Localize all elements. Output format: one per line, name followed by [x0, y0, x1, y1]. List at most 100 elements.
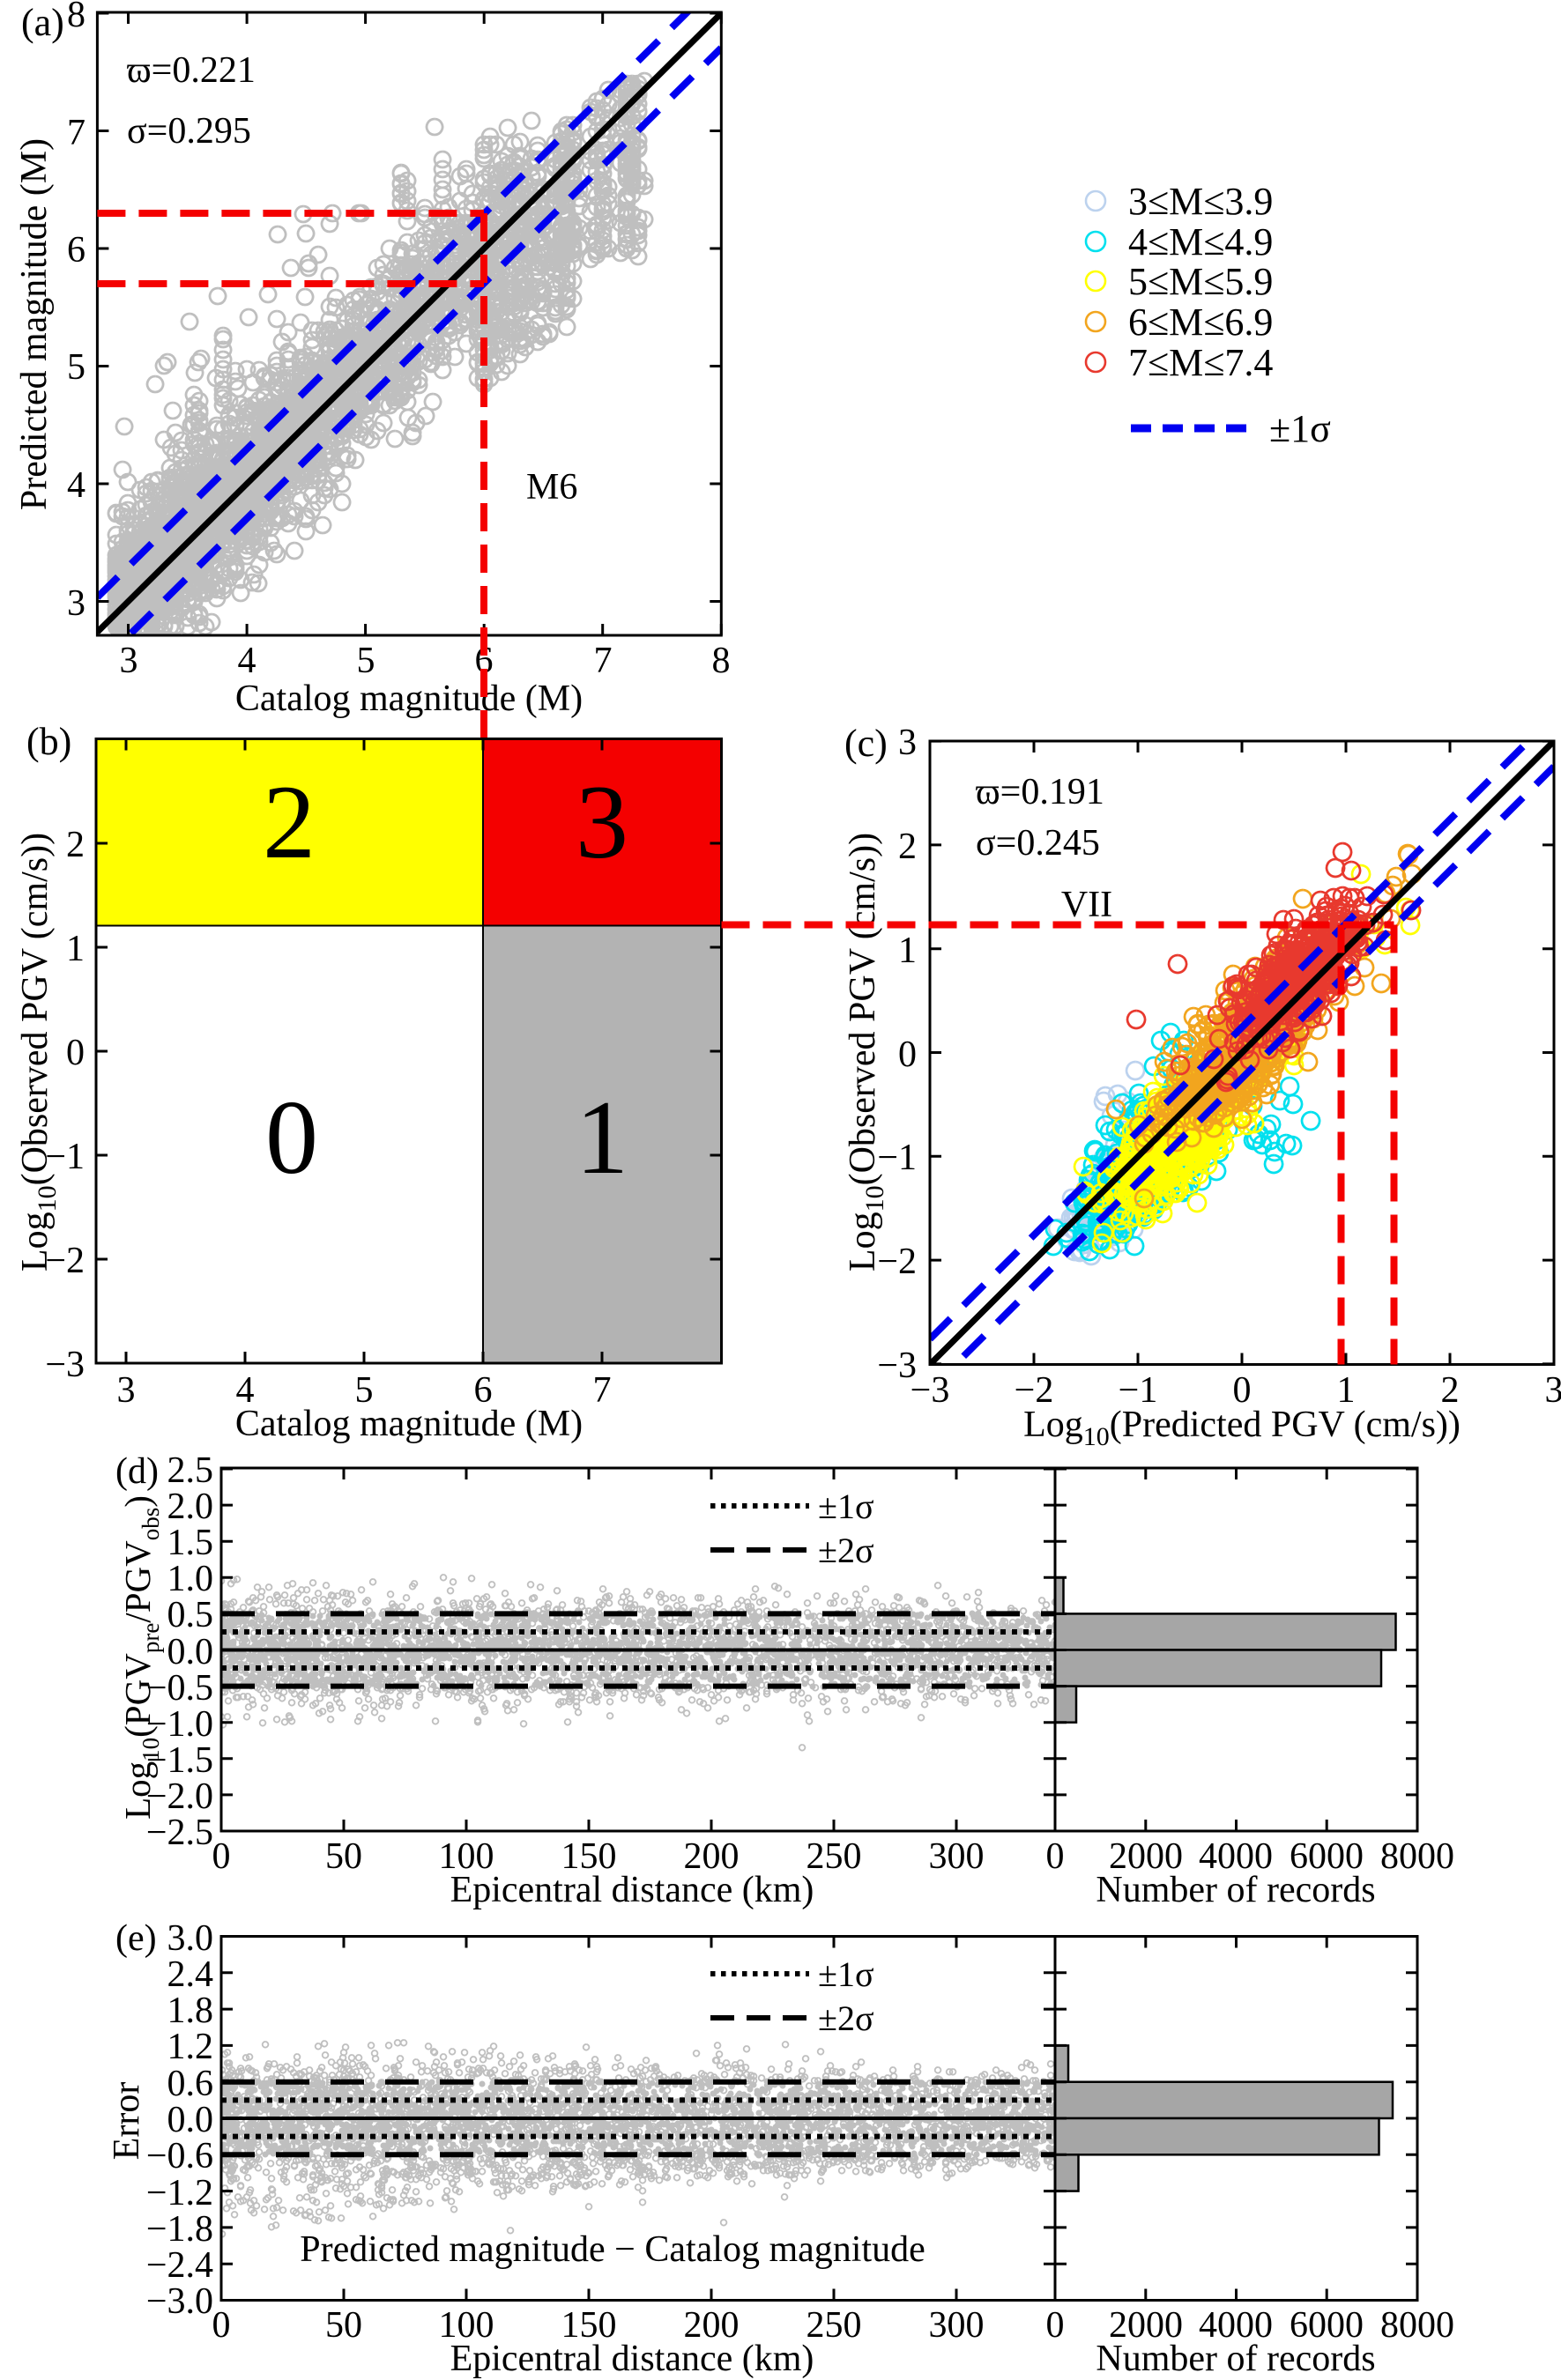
svg-text:1.0: 1.0	[167, 1559, 214, 1599]
svg-text:±1σ: ±1σ	[818, 1954, 874, 1994]
svg-text:4: 4	[67, 465, 85, 506]
svg-text:1: 1	[898, 930, 917, 971]
svg-text:Number of records: Number of records	[1096, 2339, 1375, 2379]
svg-text:Epicentral distance (km): Epicentral distance (km)	[450, 2339, 814, 2379]
svg-text:−1.2: −1.2	[146, 2173, 213, 2213]
svg-text:7: 7	[593, 1370, 612, 1411]
svg-text:2: 2	[898, 827, 917, 867]
svg-text:150: 150	[561, 2305, 617, 2346]
svg-text:2000: 2000	[1109, 2305, 1183, 2346]
svg-text:5≤M≤5.9: 5≤M≤5.9	[1128, 260, 1273, 303]
svg-text:σ=0.295: σ=0.295	[127, 111, 251, 152]
svg-text:1.5: 1.5	[167, 1523, 214, 1563]
svg-text:(a): (a)	[21, 1, 64, 44]
svg-text:0.0: 0.0	[167, 1632, 214, 1672]
svg-text:0.5: 0.5	[167, 1595, 214, 1635]
svg-text:−2.4: −2.4	[146, 2245, 213, 2286]
svg-text:250: 250	[807, 2305, 862, 2346]
svg-text:4: 4	[238, 641, 256, 681]
svg-text:−1.5: −1.5	[146, 1740, 213, 1781]
svg-text:−3.0: −3.0	[146, 2281, 213, 2322]
svg-text:3: 3	[898, 723, 917, 763]
svg-text:−1.8: −1.8	[146, 2209, 213, 2250]
svg-text:2.5: 2.5	[167, 1450, 214, 1491]
svg-text:−2: −2	[45, 1241, 85, 1281]
svg-text:−0.6: −0.6	[146, 2136, 213, 2176]
svg-text:−0.5: −0.5	[146, 1668, 213, 1709]
svg-text:1: 1	[66, 929, 85, 969]
svg-text:±1σ: ±1σ	[1269, 407, 1331, 450]
svg-text:(c): (c)	[844, 722, 888, 765]
svg-text:150: 150	[561, 1836, 617, 1877]
svg-text:300: 300	[929, 1836, 985, 1877]
svg-text:2.4: 2.4	[167, 1954, 214, 1995]
svg-text:0: 0	[1233, 1370, 1252, 1411]
svg-text:3.0: 3.0	[167, 1918, 214, 1959]
svg-text:−2.5: −2.5	[146, 1813, 213, 1853]
svg-text:100: 100	[439, 2305, 494, 2346]
svg-text:8: 8	[67, 0, 85, 35]
svg-text:0: 0	[1046, 2305, 1065, 2346]
svg-text:−3: −3	[45, 1345, 85, 1385]
svg-text:3: 3	[1545, 1370, 1561, 1411]
svg-text:Catalog magnitude (M): Catalog magnitude (M)	[235, 678, 583, 719]
svg-text:8000: 8000	[1380, 2305, 1454, 2346]
svg-text:50: 50	[325, 1836, 362, 1877]
svg-text:−2: −2	[1015, 1370, 1054, 1411]
svg-text:−2.0: −2.0	[146, 1776, 213, 1817]
svg-text:4≤M≤4.9: 4≤M≤4.9	[1128, 220, 1273, 263]
svg-text:(b): (b)	[26, 720, 71, 763]
svg-text:0: 0	[265, 1079, 318, 1196]
svg-text:4: 4	[236, 1370, 255, 1411]
svg-text:0.6: 0.6	[167, 2064, 214, 2104]
svg-text:5: 5	[357, 641, 375, 681]
svg-text:Error: Error	[107, 2082, 147, 2161]
svg-text:(e): (e)	[115, 1918, 157, 1959]
svg-text:Log10(Observed PGV (cm/s)): Log10(Observed PGV (cm/s))	[843, 833, 889, 1272]
svg-text:0.0: 0.0	[167, 2100, 214, 2140]
svg-text:6: 6	[475, 641, 494, 681]
svg-text:7: 7	[594, 641, 613, 681]
svg-text:100: 100	[439, 1836, 494, 1877]
svg-text:2: 2	[263, 763, 316, 880]
svg-text:−1.0: −1.0	[146, 1704, 213, 1745]
svg-text:0: 0	[66, 1033, 85, 1073]
svg-text:2: 2	[1441, 1370, 1460, 1411]
svg-text:2000: 2000	[1109, 1836, 1183, 1877]
svg-text:6: 6	[474, 1370, 493, 1411]
svg-text:300: 300	[929, 2305, 985, 2346]
svg-text:Log10(PGVpre/PGVobs): Log10(PGVpre/PGVobs)	[117, 1495, 164, 1820]
svg-text:VII: VII	[1061, 885, 1112, 925]
svg-text:−1: −1	[1119, 1370, 1158, 1411]
svg-text:Log10(Predicted PGV (cm/s)): Log10(Predicted PGV (cm/s))	[1023, 1405, 1461, 1451]
svg-text:M6: M6	[526, 467, 577, 508]
svg-text:−1: −1	[877, 1138, 917, 1178]
svg-text:Number of records: Number of records	[1096, 1870, 1375, 1910]
svg-text:2: 2	[66, 825, 85, 865]
svg-text:4000: 4000	[1199, 2305, 1273, 2346]
svg-text:σ=0.245: σ=0.245	[976, 823, 1100, 864]
svg-text:Epicentral distance (km): Epicentral distance (km)	[450, 1870, 814, 1910]
svg-text:200: 200	[684, 1836, 740, 1877]
svg-text:−2: −2	[877, 1242, 917, 1282]
svg-text:3: 3	[576, 763, 628, 880]
svg-text:±2σ: ±2σ	[818, 1531, 874, 1570]
svg-text:6000: 6000	[1290, 1836, 1364, 1877]
svg-text:6≤M≤6.9: 6≤M≤6.9	[1128, 300, 1273, 344]
svg-text:250: 250	[807, 1836, 862, 1877]
svg-text:8000: 8000	[1380, 1836, 1454, 1877]
svg-text:1.8: 1.8	[167, 1991, 214, 2031]
svg-text:7≤M≤7.4: 7≤M≤7.4	[1128, 341, 1273, 384]
svg-text:200: 200	[684, 2305, 740, 2346]
svg-text:±2σ: ±2σ	[818, 1998, 874, 2038]
svg-text:(d): (d)	[115, 1451, 159, 1492]
svg-text:−3: −3	[877, 1346, 917, 1386]
svg-text:6: 6	[67, 230, 85, 271]
svg-text:3: 3	[117, 1370, 136, 1411]
svg-text:4000: 4000	[1199, 1836, 1273, 1877]
svg-text:Log10(Observed PGV (cm/s)): Log10(Observed PGV (cm/s))	[15, 833, 62, 1272]
svg-text:50: 50	[325, 2305, 362, 2346]
svg-text:5: 5	[355, 1370, 374, 1411]
svg-text:2.0: 2.0	[167, 1487, 214, 1527]
svg-text:−3: −3	[911, 1370, 950, 1411]
